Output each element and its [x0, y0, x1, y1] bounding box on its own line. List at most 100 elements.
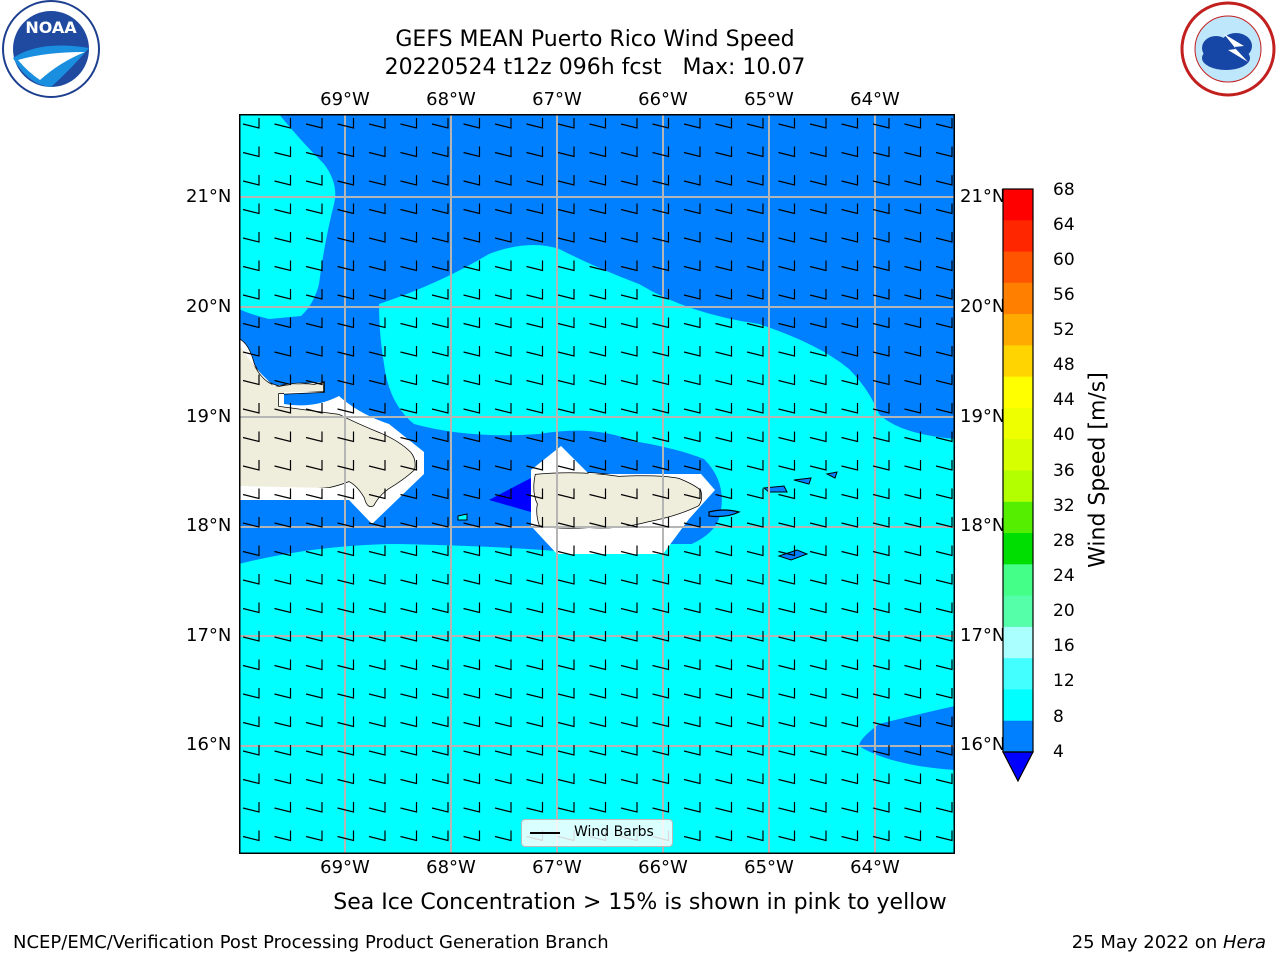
- wind-barb: [715, 659, 733, 671]
- wind-speed-map: [239, 114, 955, 854]
- wind-barb: [557, 517, 575, 528]
- wind-barb: [463, 602, 481, 614]
- colorbar-segment: [1003, 407, 1033, 440]
- wind-barb: [305, 346, 323, 357]
- wind-barb: [526, 659, 544, 671]
- wind-barb: [400, 175, 418, 186]
- wind-barb: [305, 260, 323, 272]
- wind-barb: [778, 431, 796, 443]
- wind-barb: [274, 545, 292, 557]
- wind-barb: [904, 773, 922, 785]
- wind-barb: [242, 688, 260, 699]
- lon-label-bottom: 65°W: [744, 857, 794, 878]
- wind-barb: [526, 118, 544, 129]
- wind-barb: [935, 289, 953, 300]
- wind-barb: [494, 460, 512, 471]
- wind-barb: [274, 631, 292, 642]
- wind-barb: [652, 118, 670, 129]
- wind-barb: [715, 317, 733, 329]
- wind-barb: [683, 631, 701, 642]
- wind-barb: [715, 203, 733, 215]
- wind-barb: [463, 203, 481, 215]
- wind-barb: [526, 175, 544, 186]
- lon-label-top: 66°W: [638, 89, 688, 110]
- wind-barb: [935, 802, 953, 813]
- map-legend: Wind Barbs: [521, 819, 673, 847]
- wind-barb: [809, 631, 827, 642]
- wind-barb: [337, 232, 355, 243]
- wind-barb: [400, 460, 418, 471]
- wind-barb: [305, 545, 323, 557]
- wind-barb: [494, 830, 512, 842]
- wind-barb: [683, 232, 701, 243]
- wind-barb: [809, 203, 827, 215]
- wind-barb: [746, 802, 764, 813]
- wind-barb: [715, 232, 733, 243]
- colorbar-tick: 24: [1053, 566, 1075, 586]
- wind-barb: [652, 346, 670, 357]
- wind-barb: [652, 602, 670, 614]
- wind-barb: [305, 659, 323, 671]
- wind-barb: [746, 688, 764, 699]
- wind-barb: [778, 118, 796, 129]
- wind-barb: [557, 545, 575, 557]
- wind-barb: [746, 431, 764, 443]
- wind-barb: [274, 802, 292, 813]
- wind-barb: [683, 460, 701, 471]
- wind-barb: [337, 602, 355, 614]
- wind-barb: [494, 631, 512, 642]
- lat-label-left: 16°N: [186, 734, 232, 755]
- wind-barb: [872, 574, 890, 585]
- wind-barb: [620, 631, 638, 642]
- wind-barb: [683, 289, 701, 300]
- wind-barb: [935, 631, 953, 642]
- wind-barb: [431, 317, 449, 329]
- lon-label-top: 64°W: [850, 89, 900, 110]
- wind-barb: [526, 773, 544, 785]
- wind-barb: [683, 203, 701, 215]
- wind-barb: [683, 602, 701, 614]
- colorbar-segment: [1003, 376, 1033, 409]
- wind-barb: [431, 545, 449, 557]
- wind-barb: [841, 830, 859, 842]
- colorbar: [1002, 188, 1034, 783]
- wind-barb: [400, 146, 418, 158]
- wind-barb: [841, 346, 859, 357]
- wind-barb: [494, 688, 512, 699]
- wind-barb: [683, 346, 701, 357]
- wind-barb: [526, 317, 544, 329]
- wind-barb: [746, 118, 764, 129]
- vieques-island: [708, 509, 741, 518]
- wind-barb: [337, 773, 355, 785]
- lon-label-top: 67°W: [532, 89, 582, 110]
- colorbar-segment: [1003, 533, 1033, 565]
- wind-barb: [494, 146, 512, 158]
- wind-barb: [526, 289, 544, 300]
- wind-barb: [935, 659, 953, 671]
- wind-barb: [463, 745, 481, 756]
- wind-barb: [778, 602, 796, 614]
- wind-barb: [494, 260, 512, 272]
- wind-barb: [557, 232, 575, 243]
- colorbar-segment: [1003, 564, 1033, 597]
- wind-barb: [463, 346, 481, 357]
- colorbar-tick: 16: [1053, 636, 1075, 656]
- wind-barb: [809, 175, 827, 186]
- wind-barb: [935, 346, 953, 357]
- wind-barb: [400, 830, 418, 842]
- wind-barb: [431, 232, 449, 243]
- wind-barb: [589, 146, 607, 158]
- wind-barb: [368, 374, 386, 386]
- wind-barb: [337, 146, 355, 158]
- wind-barb: [526, 431, 544, 443]
- wind-barb: [463, 289, 481, 300]
- wind-barb: [872, 631, 890, 642]
- wind-barb: [526, 688, 544, 699]
- wind-barb: [368, 460, 386, 471]
- wind-barb: [778, 517, 796, 528]
- wind-barb: [904, 403, 922, 414]
- wind-barb: [683, 175, 701, 186]
- wind-barb: [778, 830, 796, 842]
- wind-barb: [557, 118, 575, 129]
- wind-barb: [431, 346, 449, 357]
